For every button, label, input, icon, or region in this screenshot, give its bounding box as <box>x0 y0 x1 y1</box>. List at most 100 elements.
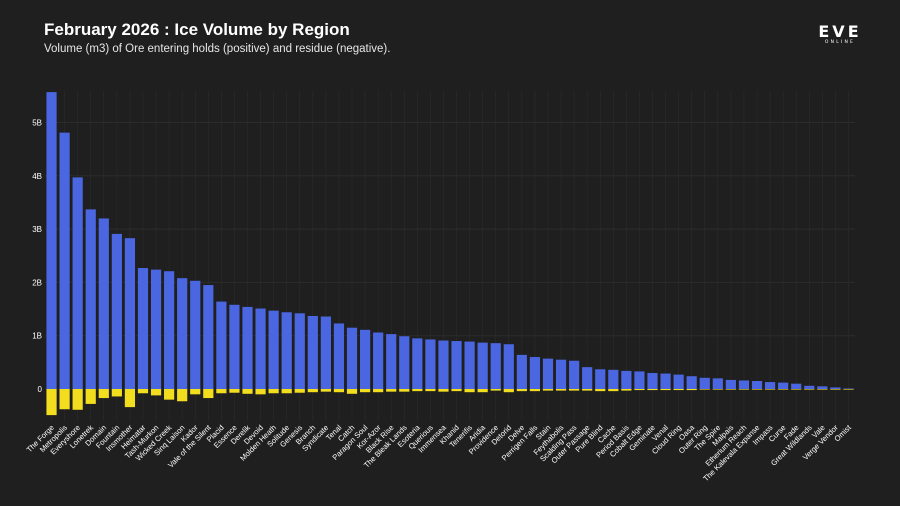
bar-positive <box>843 388 854 389</box>
bar-negative <box>660 389 671 391</box>
bar-positive <box>595 369 606 389</box>
bar-negative <box>281 389 292 394</box>
bar-positive <box>255 308 266 389</box>
bar-positive <box>529 357 541 389</box>
bar-negative <box>425 389 436 392</box>
bar-negative <box>673 389 684 391</box>
bar-positive <box>320 316 331 389</box>
bar-positive <box>634 371 645 389</box>
bar-negative <box>477 389 488 393</box>
y-tick-label: 4B <box>32 172 42 181</box>
bar-positive <box>150 269 162 389</box>
bar-negative <box>830 389 841 390</box>
chart-title: February 2026 : Ice Volume by Region <box>44 20 350 39</box>
bar-negative <box>137 389 149 394</box>
bar-positive <box>59 132 70 389</box>
bar-negative <box>791 389 802 390</box>
bar-positive <box>608 369 619 389</box>
bar-negative <box>817 389 828 390</box>
y-tick-label: 5B <box>32 119 42 128</box>
bar-negative <box>46 389 57 416</box>
bar-positive <box>177 278 188 389</box>
bar-negative <box>582 389 593 391</box>
bar-negative <box>686 389 697 391</box>
bar-positive <box>490 343 501 389</box>
bar-positive <box>137 268 149 389</box>
bar-negative <box>242 389 253 394</box>
y-tick-label: 1B <box>32 332 42 341</box>
bar-negative <box>98 389 109 399</box>
bar-positive <box>242 306 253 389</box>
bar-negative <box>712 389 723 390</box>
bar-negative <box>804 389 815 390</box>
bar-negative <box>699 389 710 390</box>
bar-positive <box>738 380 750 389</box>
bar-negative <box>503 389 514 393</box>
logo-sub-text: ONLINE <box>824 40 856 45</box>
bar-positive <box>621 370 632 389</box>
bar-negative <box>555 389 567 391</box>
bar-positive <box>804 385 815 389</box>
bar-positive <box>569 360 580 389</box>
bar-positive <box>281 312 292 389</box>
bar-positive <box>386 334 397 389</box>
bar-negative <box>542 389 554 391</box>
bar-positive <box>203 285 214 389</box>
bar-negative <box>399 389 410 392</box>
bar-positive <box>412 338 423 389</box>
bar-negative <box>190 389 201 395</box>
bar-positive <box>673 374 684 389</box>
bar-positive <box>555 359 567 389</box>
bar-positive <box>164 271 175 389</box>
bar-positive <box>359 329 371 389</box>
bar-negative <box>464 389 475 393</box>
bar-negative <box>216 389 227 394</box>
y-axis: 0 1B 2B 3B 4B 5B <box>32 119 42 395</box>
bar-positive <box>190 280 201 389</box>
chart-subtitle: Volume (m3) of Ore entering holds (posit… <box>44 43 391 55</box>
bar-positive <box>699 377 710 389</box>
bar-positive <box>399 336 410 389</box>
bar-negative <box>72 389 83 410</box>
bar-negative <box>85 389 96 404</box>
bar-positive <box>764 382 776 389</box>
bar-series <box>46 92 854 416</box>
bar-negative <box>255 389 266 395</box>
bar-negative <box>229 389 240 393</box>
bar-negative <box>634 389 645 391</box>
y-tick-label: 0 <box>38 385 43 394</box>
bar-negative <box>843 389 854 390</box>
bar-positive <box>333 323 345 389</box>
bar-positive <box>451 341 462 389</box>
bar-positive <box>425 339 436 389</box>
bar-negative <box>111 389 122 397</box>
bar-positive <box>751 381 763 389</box>
bar-positive <box>660 373 671 389</box>
bar-positive <box>647 373 658 389</box>
bar-positive <box>477 342 488 389</box>
bar-negative <box>438 389 449 392</box>
bar-positive <box>216 301 227 389</box>
bar-negative <box>203 389 214 399</box>
bar-negative <box>451 389 462 392</box>
bar-negative <box>412 389 423 392</box>
bar-negative <box>764 389 776 390</box>
bar-negative <box>569 389 580 391</box>
bar-negative <box>359 389 371 393</box>
x-axis-labels: The ForgeMetropolisEveryshoreLonetrekDom… <box>25 422 854 483</box>
bar-positive <box>817 386 828 389</box>
bar-positive <box>46 92 57 389</box>
y-tick-label: 2B <box>32 278 42 287</box>
bar-negative <box>294 389 305 393</box>
bar-negative <box>164 389 175 400</box>
bar-positive <box>464 341 475 389</box>
bar-positive <box>503 344 514 389</box>
bar-negative <box>516 389 527 392</box>
bar-negative <box>320 389 331 392</box>
y-tick-label: 3B <box>32 225 42 234</box>
bar-positive <box>294 313 305 389</box>
bar-positive <box>830 387 841 389</box>
bar-positive <box>516 354 527 389</box>
bar-positive <box>229 304 240 389</box>
